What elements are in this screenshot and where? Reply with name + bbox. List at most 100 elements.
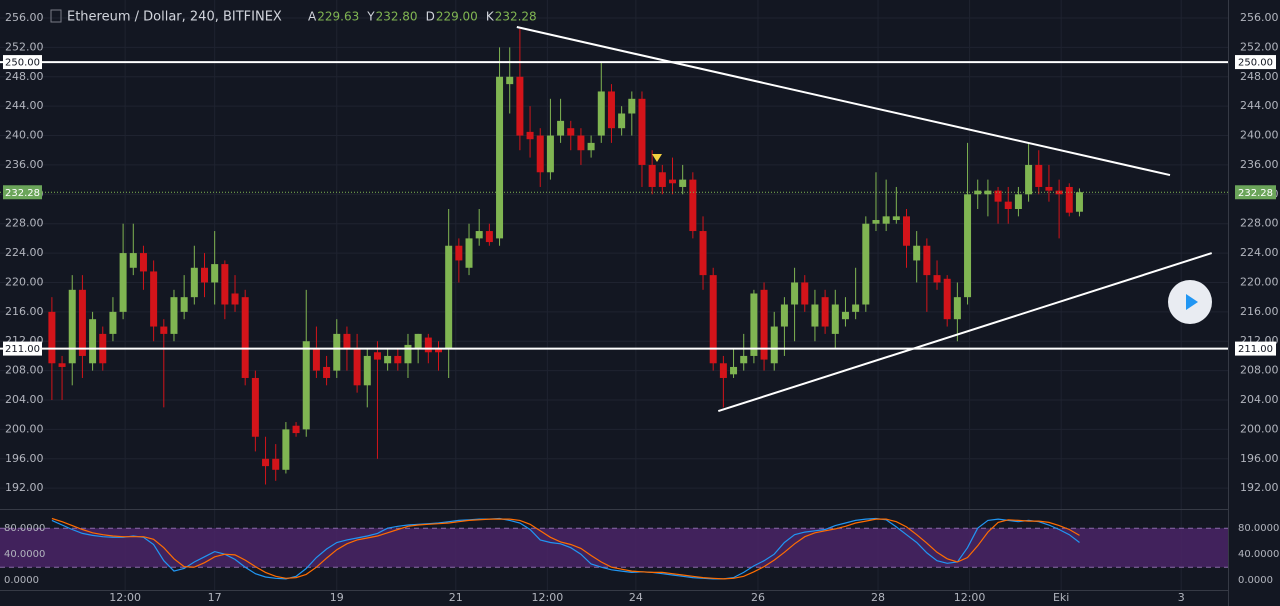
ohlc-legend: A 229.63 Y 232.80 D 229.00 K 232.28 <box>308 10 537 24</box>
price-label-box <box>3 185 42 200</box>
x-tick-label: 3 <box>1178 591 1185 604</box>
y-tick-label: 208.00 <box>1240 364 1279 377</box>
candle-body <box>658 172 666 187</box>
y-tick-label: 256.00 <box>1240 11 1279 24</box>
candle-body <box>1004 201 1012 210</box>
candle-body <box>587 142 595 151</box>
candle-body <box>465 238 473 268</box>
candle-body <box>312 348 320 371</box>
candle-body <box>577 135 585 151</box>
candle-body <box>333 333 341 371</box>
candle-body <box>953 297 961 320</box>
y-tick-label: 228.00 <box>1240 217 1279 230</box>
candle-body <box>1065 186 1073 213</box>
candle-body <box>740 355 748 364</box>
y-tick-label: 248.00 <box>5 70 44 83</box>
y-tick-label: 40.0000 <box>1238 549 1279 560</box>
candle-body <box>567 128 575 136</box>
candle-body <box>689 179 697 232</box>
candle-body <box>180 297 188 312</box>
candle-body <box>231 293 239 305</box>
candle-body <box>119 253 127 312</box>
candle-body <box>170 297 178 334</box>
candle-body <box>496 76 504 239</box>
candle-body <box>129 253 137 268</box>
candle-body <box>872 220 880 224</box>
y-tick-label: 244.00 <box>1240 99 1279 112</box>
candle-body <box>943 278 951 320</box>
legend-value: 229.00 <box>436 10 478 24</box>
candle-body <box>618 113 626 129</box>
candle-body <box>852 304 860 312</box>
candle-body <box>292 425 300 434</box>
candle-body <box>150 271 158 327</box>
collapse-icon[interactable] <box>50 9 62 23</box>
y-tick-label: 248.00 <box>1240 70 1279 83</box>
y-tick-label: 200.00 <box>5 422 44 435</box>
y-tick-label: 204.00 <box>1240 393 1279 406</box>
price-label-box <box>3 55 42 70</box>
candle-body <box>516 76 524 136</box>
legend-key: Y <box>366 10 375 24</box>
trend-line <box>516 26 1171 177</box>
candle-body <box>241 297 249 378</box>
legend-key: K <box>486 10 495 24</box>
candle-body <box>302 341 310 430</box>
trend-line <box>717 252 1213 413</box>
candle-body <box>709 275 717 364</box>
y-tick-label: 228.00 <box>5 217 44 230</box>
play-icon <box>1186 294 1198 310</box>
candle-body <box>1025 164 1033 195</box>
candle-body <box>719 363 727 378</box>
candle-body <box>607 91 615 129</box>
price-label: 211.00 <box>5 344 40 355</box>
chart-title: Ethereum / Dollar, 240, BITFINEX <box>67 10 282 25</box>
candle-body <box>394 355 402 364</box>
x-tick-label: 12:00 <box>954 591 986 604</box>
price-label-box <box>1235 341 1276 356</box>
candle-body <box>821 297 829 327</box>
candle-body <box>892 216 900 221</box>
y-tick-label: 236.00 <box>5 158 44 171</box>
candle-body <box>780 304 788 327</box>
y-tick-label: 224.00 <box>5 246 44 259</box>
x-tick-label: 19 <box>330 591 344 604</box>
signal-marker <box>652 154 662 162</box>
y-tick-label: 220.00 <box>5 275 44 288</box>
candle-body <box>353 348 361 386</box>
price-label: 250.00 <box>1238 58 1273 69</box>
y-tick-label: 192.00 <box>5 481 44 494</box>
candle-body <box>882 216 890 224</box>
candle-body <box>343 333 351 349</box>
y-tick-label: 80.0000 <box>1238 523 1279 534</box>
y-tick-label: 240.00 <box>5 129 44 142</box>
candle-body <box>78 289 86 356</box>
candle-body <box>648 164 656 187</box>
candle-body <box>414 333 422 349</box>
candle-body <box>679 179 687 187</box>
y-tick-label: 256.00 <box>5 11 44 24</box>
candle-body <box>699 231 707 276</box>
candle-body <box>923 245 931 276</box>
candle-body <box>964 194 972 298</box>
candle-body <box>903 216 911 246</box>
candle-body <box>597 91 605 136</box>
y-tick-label: 0.0000 <box>4 575 39 586</box>
y-tick-label: 200.00 <box>1240 422 1279 435</box>
candle-body <box>211 264 219 283</box>
candle-body <box>506 76 514 85</box>
y-tick-label: 196.00 <box>5 452 44 465</box>
candle-body <box>68 289 76 364</box>
candle-body <box>434 348 442 353</box>
x-tick-label: 21 <box>449 591 463 604</box>
candle-body <box>933 275 941 283</box>
candle-body <box>638 98 646 165</box>
candle-body <box>841 311 849 320</box>
candle-body <box>323 366 331 378</box>
price-label-box <box>1235 55 1276 70</box>
legend-key: D <box>426 10 435 24</box>
price-label-box <box>3 341 42 356</box>
price-label: 211.00 <box>1238 344 1273 355</box>
candle-body <box>200 267 208 283</box>
